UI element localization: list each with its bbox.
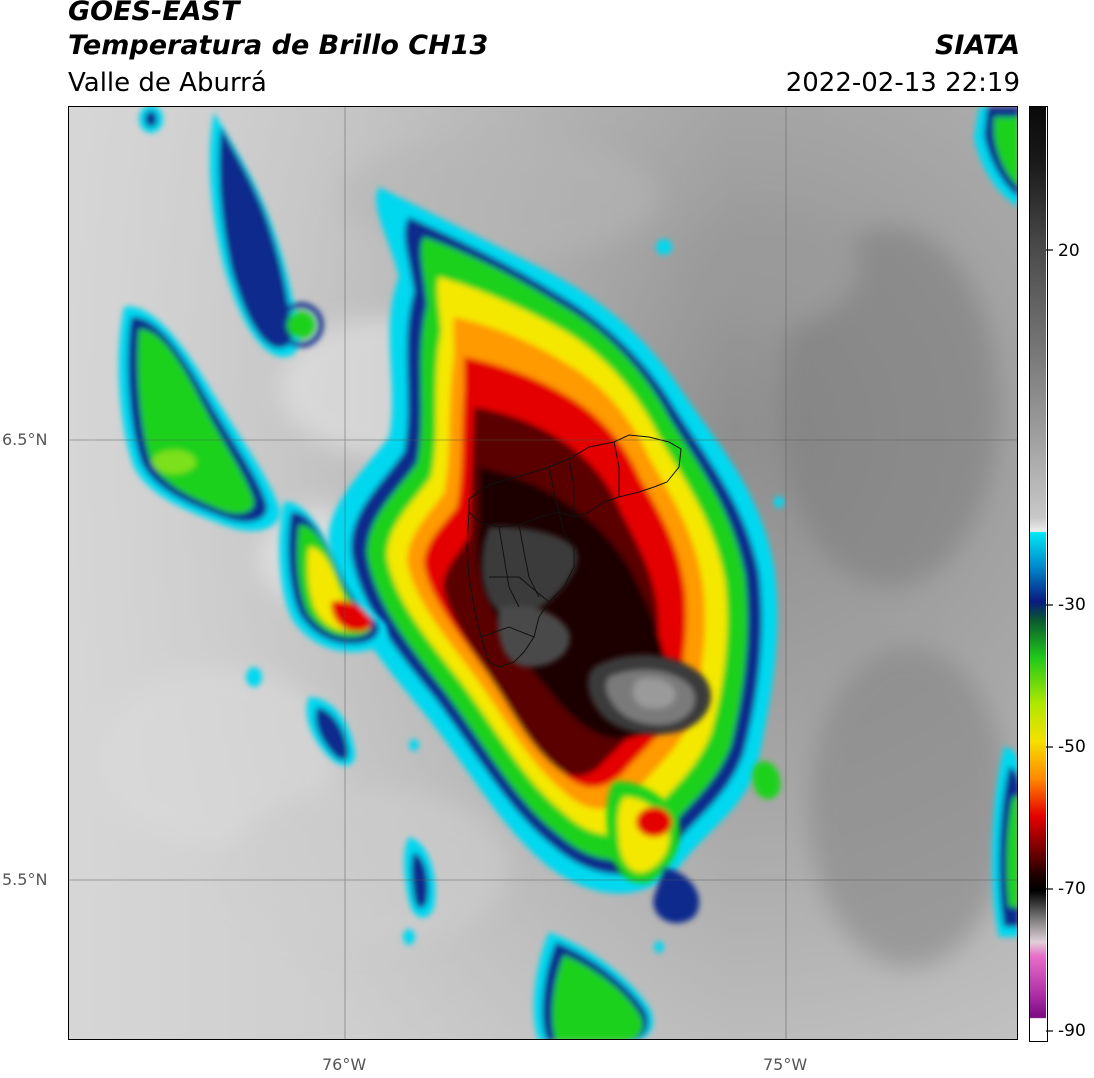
colorbar-tick-marks — [1046, 249, 1053, 1032]
timestamp: 2022-02-13 22:19 — [785, 68, 1020, 98]
colorbar-tick-20: 20 — [1058, 241, 1080, 261]
satellite-title: GOES-EAST — [68, 0, 240, 27]
region-label: Valle de Aburrá — [68, 68, 267, 98]
colorbar-gradient — [1030, 107, 1046, 1040]
satellite-map — [68, 106, 1018, 1040]
product-title: Temperatura de Brillo CH13 — [68, 30, 489, 61]
lon-label-76w: 76°W — [322, 1055, 367, 1074]
colorbar-tick-minus50: -50 — [1058, 737, 1086, 757]
satellite-image — [69, 107, 1017, 1039]
colorbar — [1029, 106, 1048, 1042]
colorbar-tick-minus90: -90 — [1058, 1021, 1086, 1041]
lat-label-5-5n: 5.5°N — [2, 870, 48, 889]
lon-label-75w: 75°W — [763, 1055, 808, 1074]
agency-label: SIATA — [934, 30, 1020, 61]
colorbar-tick-minus70: -70 — [1058, 879, 1086, 899]
colorbar-tick-minus30: -30 — [1058, 595, 1086, 615]
lat-label-6-5n: 6.5°N — [2, 430, 48, 449]
